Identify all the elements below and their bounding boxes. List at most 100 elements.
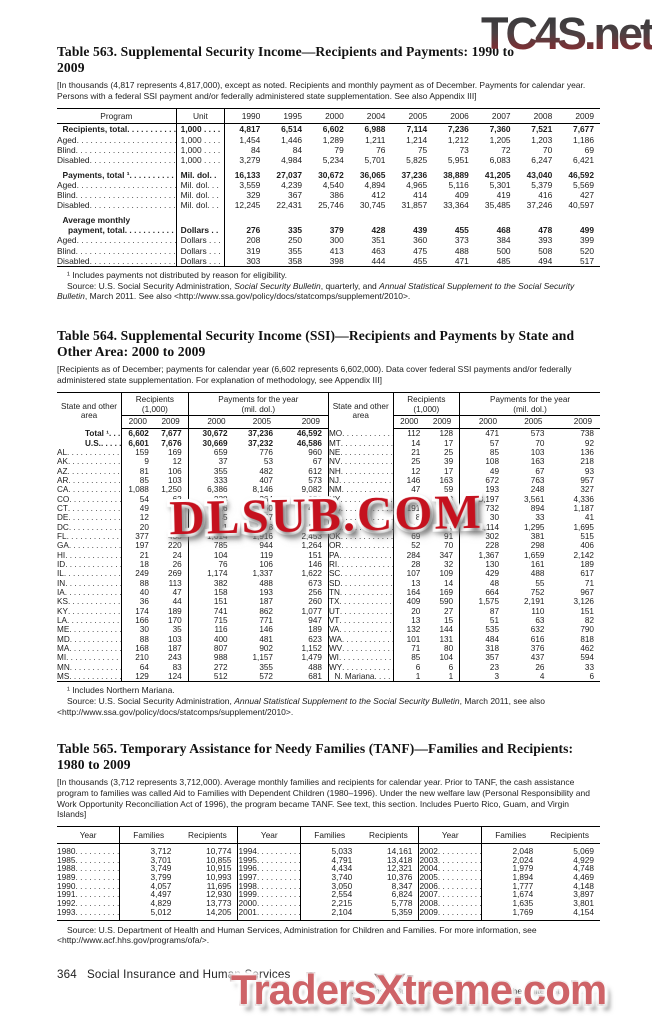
cell-value: 191 [406,503,421,513]
cell-value: 84 [292,144,303,155]
cell-value: 5,116 [448,179,469,190]
cell-value: 41,205 [484,169,511,180]
group-label: Payments for the year [218,395,299,405]
label-text: CO [57,494,70,504]
row-label: payment, total [57,224,177,236]
label-text: IA [57,588,65,598]
label-wrap: IA [57,588,121,597]
cell-value: 208 [246,235,261,246]
cell-recipients: 4,148 [573,880,594,891]
cell-recipients: 6,824 [358,890,420,900]
dot-leader [438,908,481,917]
cell-families: 2,554 [331,889,353,900]
cell-value: 166 [135,616,149,626]
cell-value: 67 [279,457,329,467]
cell-value: 30,745 [359,200,386,211]
dot-leader [341,467,393,476]
cell-value: 1,203 [531,134,553,145]
dot-leader [337,560,392,569]
cell-value: 80 [426,644,461,654]
cell-value: 594 [580,653,594,663]
label-wrap: Aged [57,180,176,190]
row-label: HI [57,550,123,561]
cell-value: 93 [584,466,594,476]
cell-value: 243 [154,653,189,663]
col-header-year: Year [57,826,121,844]
cell-families: 4,791 [331,854,353,865]
dot-leader [68,457,121,466]
cell-value: 46,592 [279,428,329,439]
cell-value: 512 [213,672,228,682]
row-label: CA [57,485,123,495]
row-label: CO [57,494,123,504]
label-text: NC [328,503,341,513]
cell-value: 20 [411,606,421,616]
label-wrap: 1996 [238,864,300,873]
cell-recipients: 5,359 [358,907,420,921]
cell-value: 249 [135,569,149,579]
cell-value: 500 [496,245,511,256]
table-564-body: Total ¹6,6027,67730,67237,23646,592MO112… [57,428,600,682]
cell-value: 7,521 [531,124,553,135]
row-label: 1996 [237,864,302,874]
label-text: Recipients, total [62,124,128,135]
label-wrap: 1997 [238,873,300,882]
dot-leader [342,663,392,672]
dot-leader [109,429,121,438]
cell-recipients: 4,929 [573,854,594,865]
dot-leader [339,616,392,625]
label-wrap: 2006 [419,882,481,891]
cell-value: 35 [154,625,189,635]
cell-value: 20 [139,522,149,532]
cell-value: 8,146 [252,485,274,495]
cell-families: 2,215 [331,898,353,909]
label-wrap: Aged [57,135,176,145]
cell-value: 41 [584,513,594,523]
label-text: VT [328,616,340,626]
table-563: Program Unit 1990 1995 2000 2004 2005 20… [57,108,600,268]
label-wrap: MI [57,653,121,662]
cell-value: 8 [426,513,461,523]
cell-value: 33 [535,513,545,523]
dot-leader [342,485,393,494]
label-text: Blind [57,190,76,201]
label-text: VA [328,625,340,635]
label-text: 1998 [238,881,257,891]
col-header-year: Year [418,826,483,844]
cell-value: 616 [530,634,545,644]
col-header-recipients: Recipients [358,826,420,844]
cell-value [517,211,559,225]
dot-leader [77,135,176,145]
cell-value: 197 [135,541,149,551]
label-wrap: 2007 [419,890,481,899]
cell-value: 790 [580,625,594,635]
col-header-year: 2004 [349,108,392,125]
cell-value: 329 [246,190,261,201]
dot-leader [69,523,121,532]
cell-value: 103 [530,447,545,457]
cell-value: 119 [259,550,273,560]
label-text: MT [328,438,341,448]
cell-recipients: 5,778 [358,899,420,908]
group-label: Payments for the year [490,395,571,405]
label-wrap: 1988 [57,864,119,873]
cell-value: 103 [154,475,189,486]
text-run: Source: U.S. Social Security Administrat… [67,280,235,291]
label-wrap: AK [57,457,121,466]
cell-value: 104 [213,550,228,560]
label-text: PA [328,550,340,560]
cell-value: 51 [489,616,500,626]
row-label: KY [57,606,123,617]
cell-families: 1,635 [512,898,534,909]
row-label: MS [57,672,123,682]
cell-value: 681 [279,672,329,682]
row-label: 1990 [57,881,121,891]
label-wrap: AZ [57,467,121,476]
label-text: NJ [328,475,339,485]
label-text: 1988 [57,864,76,874]
cell-families: 2,048 [512,845,534,856]
label-wrap: CO [57,495,121,504]
cell-value: 146 [406,475,421,485]
